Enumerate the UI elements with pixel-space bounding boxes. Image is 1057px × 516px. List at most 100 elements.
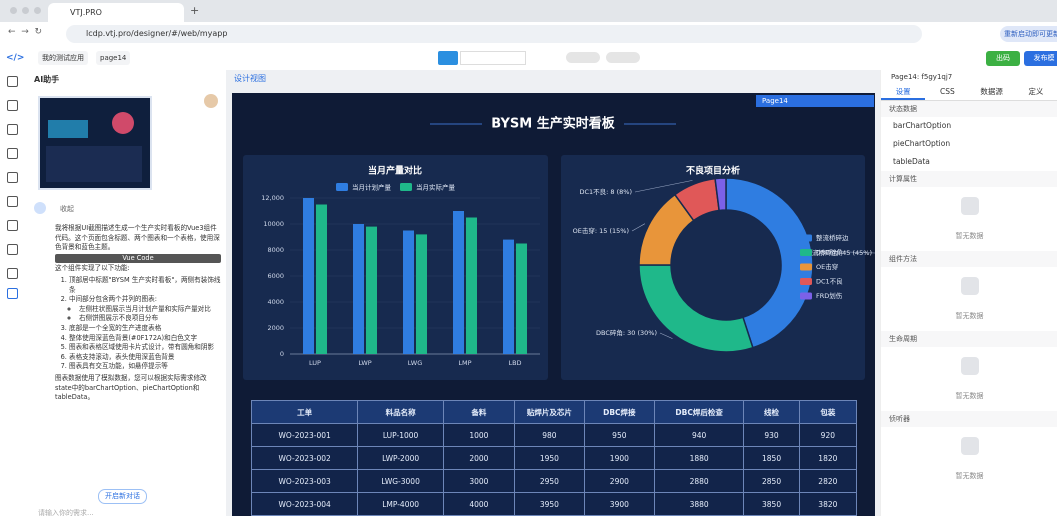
table-cell: 3000	[442, 469, 515, 493]
table-header: 工单 料品名称 备料 贴焊片及芯片 DBC焊接 DBC焊后检查 线检 包装	[250, 400, 858, 424]
address-bar: ← → ↻ lcdp.vtj.pro/designer/#/web/myapp …	[0, 22, 1057, 47]
legend-label: 整流桥碎边	[816, 233, 849, 242]
browser-tab[interactable]: VTJ.PRO	[48, 3, 184, 22]
pie-slice	[638, 264, 754, 353]
logo: </>	[6, 53, 25, 63]
table-cell: LUP-1000	[357, 423, 444, 447]
x-tick-label: LUP	[309, 359, 321, 367]
toggle[interactable]	[566, 52, 600, 63]
table-cell: 2880	[653, 469, 745, 493]
nav-icon[interactable]	[7, 172, 18, 183]
designer-toolbar: 我的测试应用 page14 出码 发布模	[26, 46, 1057, 71]
nav-icon[interactable]	[7, 220, 18, 231]
feature-text: 底部是一个全宽的生产进度表格	[69, 323, 162, 332]
toggle[interactable]	[606, 52, 640, 63]
empty-icon	[961, 437, 979, 455]
update-button[interactable]: 重新启动即可更新	[1000, 26, 1057, 42]
y-tick-label: 10000	[263, 220, 284, 228]
nav-buttons[interactable]: ← → ↻	[8, 27, 43, 37]
nav-icon[interactable]	[7, 244, 18, 255]
legend-label: FRD划伤	[816, 291, 843, 300]
thumb-table	[46, 146, 142, 182]
nav-icon[interactable]	[7, 100, 18, 111]
section-title: 生命周期	[881, 331, 1057, 347]
table-cell: WO-2023-003	[250, 469, 359, 493]
bar	[416, 234, 427, 354]
nav-icon[interactable]	[7, 196, 18, 207]
legend-swatch	[800, 263, 812, 271]
empty-state: 暂无数据	[881, 427, 1057, 491]
device-buttons[interactable]	[460, 51, 526, 65]
settings-tab[interactable]: CSS	[939, 87, 955, 96]
page-name[interactable]: page14	[96, 51, 131, 65]
pie-chart-title: 不良项目分析	[686, 165, 740, 177]
settings-tab[interactable]: 数据源	[980, 87, 1003, 96]
nav-icon[interactable]	[7, 124, 18, 135]
empty-text: 暂无数据	[955, 472, 984, 480]
window-dot[interactable]	[22, 7, 29, 14]
table-cell: 3900	[583, 492, 655, 516]
chat-input[interactable]: 请输入你的需求...	[38, 509, 94, 516]
feature-text: 图表和表格区域使用卡片式设计，带有圆角和阴影	[69, 343, 215, 352]
feature-item: 图表具有交互功能，如悬停提示等	[69, 362, 221, 372]
y-tick-label: 12,000	[261, 194, 284, 202]
feature-list: 顶部居中标题"BYSM 生产实时看板"，两侧有装饰线条中间部分包含两个并列的图表…	[55, 276, 221, 372]
bar	[453, 211, 464, 354]
window-dot[interactable]	[34, 7, 41, 14]
publish-button[interactable]: 发布模	[1024, 51, 1057, 66]
section-title: 状态数据	[881, 101, 1057, 117]
selection-toolbar[interactable]	[756, 95, 874, 107]
page-badge: Page14	[762, 97, 788, 105]
new-tab[interactable]: +	[190, 4, 200, 17]
screenshot-thumbnail[interactable]	[38, 96, 152, 190]
pie-slice	[714, 177, 727, 212]
empty-text: 暂无数据	[955, 232, 984, 240]
feature-text: 中间部分包含两个并列的图表:	[69, 295, 157, 304]
column-header: 工单	[250, 400, 359, 424]
table-row: WO-2023-004 LMP-4000 4000 3950 3900 3880 3850 3…	[250, 492, 858, 516]
bar	[366, 226, 377, 354]
table-cell: WO-2023-002	[250, 446, 359, 470]
state-item[interactable]: tableData	[893, 157, 930, 166]
settings-tab[interactable]: 设置	[881, 84, 926, 100]
export-button[interactable]: 出码	[986, 51, 1020, 66]
feature-item: 整体使用深蓝色背景(#0F172A)和白色文字	[69, 334, 221, 344]
code-tag[interactable]: Vue Code	[55, 253, 221, 264]
table-cell: 3880	[653, 492, 745, 516]
label-leader	[815, 250, 875, 254]
table-cell: WO-2023-001	[250, 423, 359, 447]
url-field[interactable]: lcdp.vtj.pro/designer/#/web/myapp	[66, 25, 922, 43]
empty-state: 暂无数据	[881, 187, 1057, 251]
empty-state: 暂无数据	[881, 267, 1057, 331]
new-chat-button[interactable]: 开启新对话	[98, 489, 147, 504]
x-tick-label: LBD	[508, 359, 521, 367]
nav-icon[interactable]	[7, 76, 18, 87]
table-cell: 980	[513, 423, 585, 447]
table-cell: 1950	[513, 446, 585, 470]
column-header: DBC焊后检查	[653, 400, 745, 424]
state-item[interactable]: barChartOption	[893, 121, 952, 130]
nav-icon[interactable]	[7, 148, 18, 159]
settings-tab[interactable]: 定义	[1028, 87, 1044, 96]
empty-icon	[961, 197, 979, 215]
table-cell: 3850	[743, 492, 800, 516]
feature-text: 顶部居中标题"BYSM 生产实时看板"，两侧有装饰线条	[69, 275, 221, 294]
table-row: WO-2023-002 LWP-2000 2000 1950 1900 1880 1850 1…	[250, 446, 858, 470]
state-item[interactable]: pieChartOption	[893, 139, 951, 148]
features-heading: 这个组件实现了以下功能:	[55, 264, 130, 273]
collapse-toggle[interactable]: 收起	[60, 205, 74, 213]
window-dot[interactable]	[10, 7, 17, 14]
legend-label: 当月实际产量	[416, 183, 456, 192]
ai-title: AI助手	[34, 75, 60, 84]
device-button[interactable]	[438, 51, 458, 65]
y-tick-label: 6000	[267, 272, 284, 280]
legend-swatch	[800, 234, 812, 242]
app-name[interactable]: 我的测试应用	[38, 51, 88, 65]
table-cell: 2850	[743, 469, 800, 493]
thumb-bars	[48, 120, 88, 138]
legend-swatch	[400, 183, 412, 191]
ai-icon[interactable]	[7, 288, 18, 299]
nav-icon[interactable]	[7, 268, 18, 279]
canvas-tab[interactable]: 设计视图	[234, 74, 266, 83]
